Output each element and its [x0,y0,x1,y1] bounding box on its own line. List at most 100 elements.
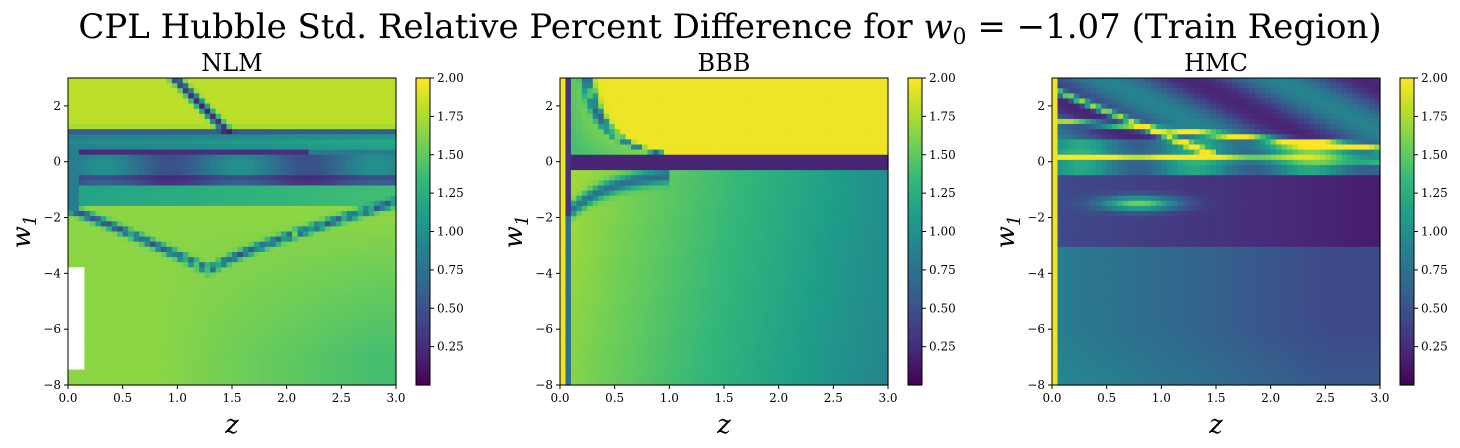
heatmap-cell [390,267,397,274]
colorbar-segment [416,350,430,355]
heatmap-cell [352,369,359,376]
heatmap-cell [281,257,288,263]
heatmap-cell [150,349,157,355]
heatmap-cell [707,129,714,135]
heatmap-cell [330,134,337,140]
heatmap-cell [193,83,200,89]
heatmap-cell [177,93,184,100]
heatmap-cell [658,144,665,151]
heatmap-cell [177,277,184,284]
heatmap-cell [281,236,288,243]
heatmap-cell [139,328,146,335]
heatmap-cell [221,338,228,345]
heatmap-cell [330,333,337,340]
heatmap-cell [128,257,135,263]
heatmap-cell [713,159,720,166]
heatmap-cell [226,246,233,253]
heatmap-cell [253,185,260,192]
heatmap-cell [89,175,96,181]
heatmap-cell [292,139,299,146]
heatmap-cell [800,164,807,171]
heatmap-cell [95,216,102,222]
heatmap-cell [204,287,211,294]
heatmap-cell [346,113,353,120]
heatmap-cell [166,338,173,345]
heatmap-cell [117,124,124,130]
heatmap-cell [374,108,381,115]
heatmap-cell [335,134,342,140]
heatmap-cell [264,185,271,192]
heatmap-cell [357,159,364,166]
heatmap-cell [773,154,780,161]
heatmap-cell [729,108,736,115]
heatmap-cell [357,308,364,314]
heatmap-cell [368,83,375,89]
heatmap-cell [871,118,878,125]
heatmap-cell [379,267,386,274]
heatmap-cell [773,88,780,94]
heatmap-cell [89,231,96,238]
heatmap-cell [346,221,353,227]
heatmap-cell [199,344,206,350]
heatmap-cell [286,359,293,366]
heatmap-cell [188,267,195,274]
heatmap-cell [319,129,326,135]
colorbar-segment [416,127,430,133]
heatmap-cell [314,98,321,105]
heatmap-cell [833,93,840,100]
heatmap-cell [188,103,195,110]
heatmap-cell [385,303,392,309]
heatmap-cell [270,333,277,340]
heatmap-cell [259,103,266,110]
heatmap-cell [576,164,583,171]
heatmap-cell [221,231,228,238]
heatmap-cell [242,134,249,140]
heatmap-cell [226,277,233,284]
heatmap-cell [368,124,375,130]
heatmap-cell [100,349,107,355]
heatmap-cell [68,308,75,314]
heatmap-cell [581,154,588,161]
heatmap-cell [822,144,829,151]
heatmap-cell [73,170,80,176]
heatmap-cell [281,134,288,140]
heatmap-cell [111,241,118,248]
heatmap-cell [603,134,610,140]
heatmap-cell [324,205,331,212]
heatmap-cell [784,149,791,156]
heatmap-cell [248,236,255,243]
heatmap-cell [324,78,331,84]
heatmap-cell [133,257,140,263]
heatmap-cell [330,124,337,130]
heatmap-cell [84,303,91,309]
heatmap-cell [587,103,594,110]
heatmap-cell [603,98,610,105]
heatmap-cell [789,164,796,171]
heatmap-cell [221,282,228,289]
heatmap-cell [171,344,178,350]
heatmap-cell [308,328,315,335]
heatmap-cell [379,144,386,151]
heatmap-cell [204,226,211,233]
heatmap-cell [713,170,720,176]
heatmap-cell [286,364,293,371]
heatmap-cell [724,180,731,187]
heatmap-cell [642,103,649,110]
heatmap-cell [691,118,698,125]
heatmap-cell [264,282,271,289]
heatmap-cell [390,129,397,135]
heatmap-cell [390,88,397,94]
heatmap-cell [352,333,359,340]
heatmap-cell [707,78,714,84]
heatmap-cell [204,333,211,340]
heatmap-cell [275,170,282,176]
heatmap-cell [789,170,796,176]
heatmap-cell [259,83,266,89]
heatmap-cell [724,88,731,94]
heatmap-cell [860,78,867,84]
heatmap-cell [324,144,331,151]
heatmap-cell [811,83,818,89]
heatmap-cell [587,180,594,187]
heatmap-cell [95,374,102,381]
heatmap-cell [390,195,397,202]
